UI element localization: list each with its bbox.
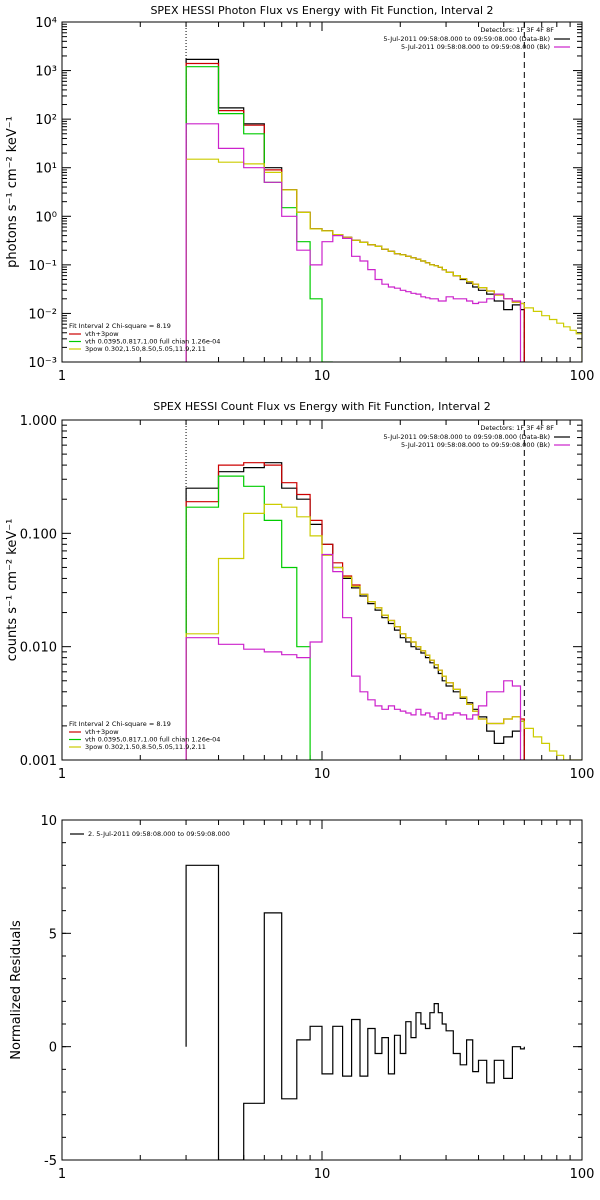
- data-series-0: [185, 58, 525, 362]
- y-tick-label: 10¹: [35, 162, 57, 177]
- data-series-2: [185, 475, 322, 760]
- legend-fit-interval: Fit Interval 2 Chi-square = 8.19: [69, 322, 171, 330]
- x-tick-label: 1: [58, 767, 66, 782]
- y-tick-label: -5: [44, 1154, 57, 1169]
- y-tick-label: 0: [49, 1041, 57, 1056]
- y-tick-label: 10⁻¹: [28, 259, 57, 274]
- legend-entry: 2. 5-Jul-2011 09:58:08.000 to 09:59:08.0…: [88, 830, 230, 838]
- residuals-panel: Normalized Residuals 1 10 100 -5 0 5 10 2. 5-Jul…: [9, 814, 594, 1182]
- plot-frame: [61, 819, 583, 1161]
- legend-entry: 5-Jul-2011 09:58:08.000 to 09:59:08.000 …: [401, 441, 550, 449]
- chart-title: SPEX HESSI Photon Flux vs Energy with Fi…: [150, 4, 493, 17]
- legend-entry: vth+3pow: [85, 330, 119, 338]
- legend-entry: 5-Jul-2011 09:58:08.000 to 09:59:08.000 …: [383, 35, 550, 43]
- x-tick-label: 1: [58, 369, 66, 384]
- x-tick-label: 10: [314, 369, 331, 384]
- x-tick-label: 100: [570, 1167, 595, 1182]
- y-tick-label: 10⁰: [35, 210, 57, 225]
- y-tick-label: 10³: [35, 65, 57, 80]
- data-series-4: [185, 553, 525, 760]
- y-tick-label: 10: [40, 814, 57, 829]
- y-tick-label: 0.010: [20, 641, 57, 656]
- legend-entry: 5-Jul-2011 09:58:08.000 to 09:59:08.000 …: [383, 433, 550, 441]
- y-tick-label: 5: [49, 927, 57, 942]
- x-tick-label: 10: [314, 1167, 331, 1182]
- chart-title: SPEX HESSI Count Flux vs Energy with Fit…: [153, 400, 490, 413]
- legend-entry: 5-Jul-2011 09:58:08.000 to 09:59:08.000 …: [401, 43, 550, 51]
- y-tick-label: 0.001: [20, 754, 57, 769]
- y-tick-label: 0.100: [20, 527, 57, 542]
- legend-detectors: Detectors: 1F 3F 4F 8F: [480, 26, 554, 34]
- plot-frame: [61, 419, 583, 761]
- legend-entry: vth+3pow: [85, 728, 119, 736]
- legend-fit-interval: Fit Interval 2 Chi-square = 8.19: [69, 720, 171, 728]
- data-series-0: [185, 864, 525, 1160]
- photon-flux-panel: SPEX HESSI Photon Flux vs Energy with Fi…: [5, 4, 594, 384]
- x-tick-label: 10: [314, 767, 331, 782]
- legend-entry: 3pow 0.302,1.50,8.50,5.05,11.9,2.11: [85, 743, 206, 751]
- x-tick-label: 1: [58, 1167, 66, 1182]
- y-axis-label: counts s⁻¹ cm⁻² keV⁻¹: [5, 519, 20, 662]
- y-tick-label: 10²: [35, 113, 57, 128]
- y-axis-label: Normalized Residuals: [9, 920, 24, 1060]
- legend-entry: vth 0.0395,0.817,1.00 full chian 1.26e-0…: [85, 736, 220, 744]
- y-tick-label: 10⁻²: [28, 307, 57, 322]
- x-tick-label: 100: [570, 369, 595, 384]
- legend-entry: 3pow 0.302,1.50,8.50,5.05,11.9,2.11: [85, 345, 206, 353]
- legend-entry: vth 0.0395,0.817,1.00 full chian 1.26e-0…: [85, 338, 220, 346]
- y-tick-label: 10⁻³: [28, 356, 57, 371]
- data-series-2: [185, 66, 333, 362]
- data-series-3: [185, 158, 582, 362]
- data-series-3: [185, 503, 582, 760]
- count-flux-panel: SPEX HESSI Count Flux vs Energy with Fit…: [5, 400, 594, 782]
- y-tick-label: 10⁴: [35, 16, 57, 31]
- y-axis-label: photons s⁻¹ cm⁻² keV⁻¹: [5, 116, 20, 268]
- plot-frame: [61, 21, 583, 363]
- x-tick-label: 100: [570, 767, 595, 782]
- data-series-4: [185, 123, 525, 362]
- y-tick-label: 1.000: [20, 414, 57, 429]
- legend-detectors: Detectors: 1F 3F 4F 8F: [480, 424, 554, 432]
